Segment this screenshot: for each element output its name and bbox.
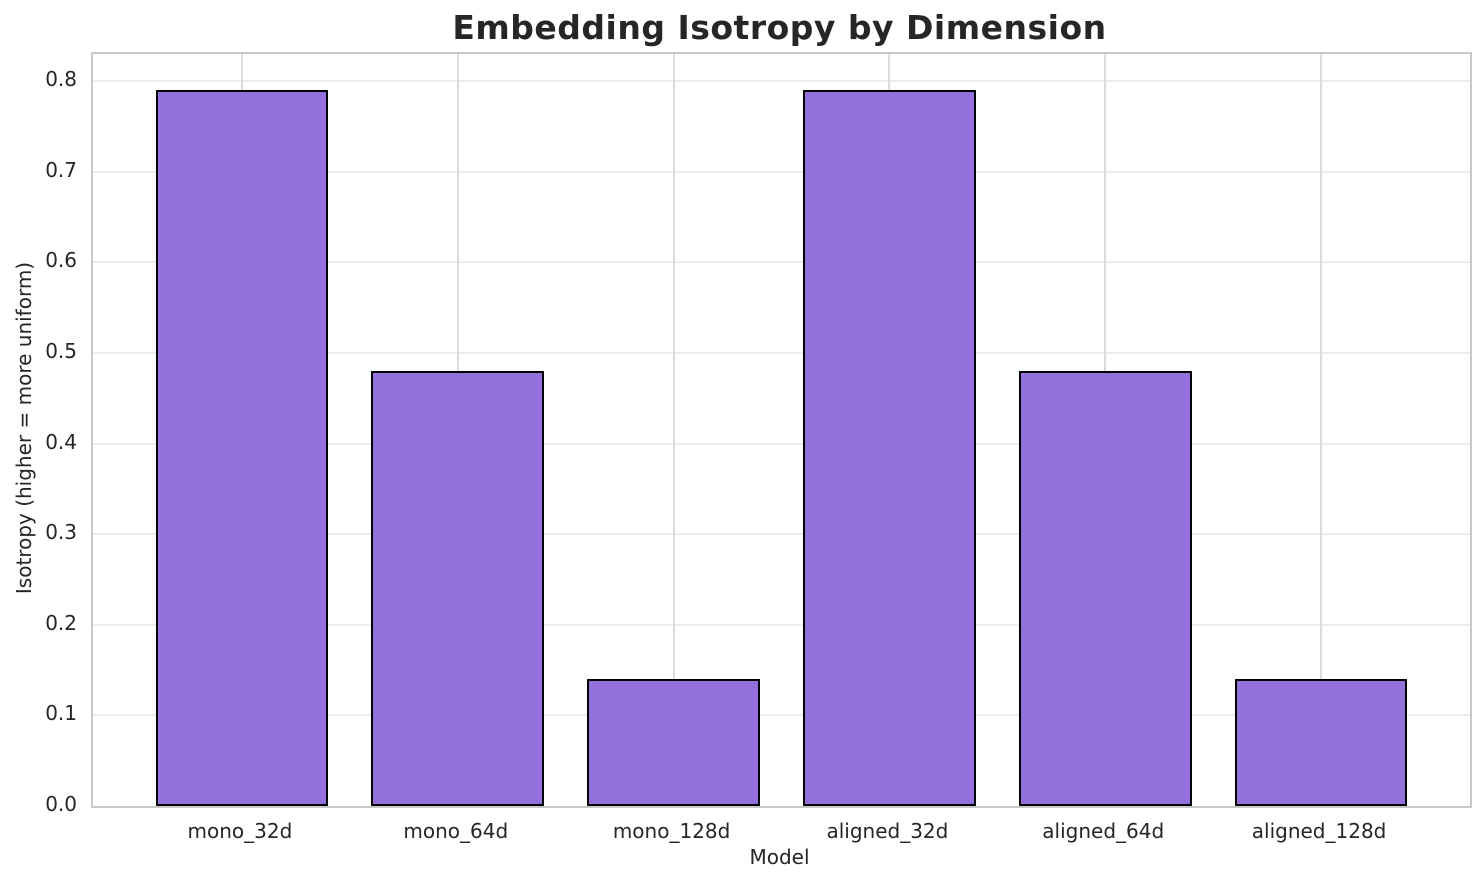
y-tick-label: 0.2 — [45, 610, 77, 635]
horizontal-gridline — [93, 623, 1470, 626]
y-tick-label: 0.5 — [45, 338, 77, 363]
y-tick-label: 0.6 — [45, 248, 77, 273]
y-tick-label: 0.3 — [45, 520, 77, 545]
y-tick-label: 0.0 — [45, 792, 77, 816]
x-tick-label: mono_32d — [187, 819, 293, 843]
y-axis-label: Isotropy (higher = more uniform) — [12, 261, 36, 595]
plot-area — [91, 52, 1472, 808]
bar-mono_64d — [371, 371, 545, 806]
x-tick-label: aligned_32d — [826, 819, 949, 843]
horizontal-gridline — [93, 351, 1470, 354]
bar-aligned_32d — [803, 90, 976, 806]
vertical-gridline — [1320, 54, 1323, 806]
bar-aligned_64d — [1018, 371, 1192, 806]
x-tick-label: mono_64d — [403, 819, 509, 843]
horizontal-gridline — [93, 442, 1470, 445]
y-tick-label: 0.7 — [45, 157, 77, 182]
y-tick-label: 0.4 — [45, 429, 77, 454]
bar-mono_32d — [155, 90, 329, 806]
horizontal-gridline — [93, 261, 1470, 264]
x-tick-label: aligned_128d — [1251, 819, 1387, 843]
x-tick-label: aligned_64d — [1042, 819, 1165, 843]
bar-aligned_128d — [1234, 679, 1408, 806]
horizontal-gridline — [93, 80, 1470, 83]
x-tick-label: mono_128d — [612, 819, 731, 843]
chart-title: Embedding Isotropy by Dimension — [452, 8, 1107, 47]
horizontal-gridline — [93, 170, 1470, 173]
x-axis-label: Model — [749, 845, 810, 869]
horizontal-gridline — [93, 533, 1470, 536]
bar-mono_128d — [587, 679, 760, 806]
y-tick-label: 0.8 — [45, 67, 77, 92]
y-tick-label: 0.1 — [45, 701, 77, 726]
vertical-gridline — [672, 54, 675, 806]
horizontal-gridline — [93, 714, 1470, 717]
